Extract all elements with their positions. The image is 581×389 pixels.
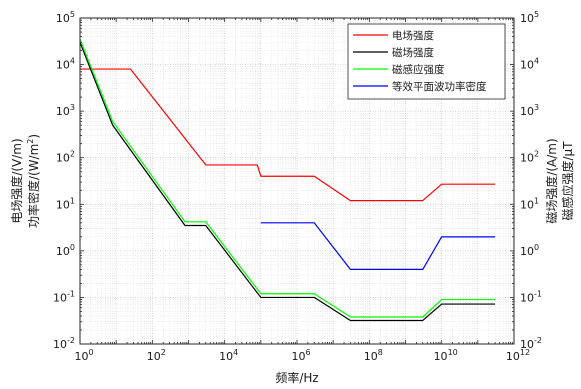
y-left-tick-label-7: 105 — [56, 10, 75, 25]
y-left-tick-label-0-exp: -2 — [67, 336, 75, 345]
y-left-axis-title-line1: 电场强度/(V/m) — [9, 138, 24, 223]
y-left-tick-label-5: 103 — [56, 103, 75, 118]
y-right-tick-label-3: 101 — [520, 196, 539, 211]
y-right-tick-label-5-base: 10 — [520, 105, 534, 118]
y-right-axis-title-line1: 磁场强度/(A/m) — [544, 138, 559, 223]
x-tick-label-4: 108 — [364, 348, 383, 363]
y-right-tick-label-5-exp: 3 — [534, 103, 539, 112]
x-tick-label-1-base: 10 — [147, 350, 161, 363]
series-line-3 — [260, 222, 496, 270]
x-tick-labels: 100 102 104 106 108 1010 1012 — [74, 348, 530, 363]
y-right-tick-label-4-exp: 2 — [534, 150, 539, 159]
y-left-tick-label-7-base: 10 — [56, 12, 70, 25]
y-left-axis-title-line2-sup: 2 — [26, 139, 35, 144]
y-left-tick-label-4-base: 10 — [56, 152, 70, 165]
y-right-tick-label-0: 10-2 — [520, 336, 542, 351]
series-line-1 — [79, 42, 496, 322]
legend-label-2: 磁感应强度 — [392, 63, 445, 76]
y-right-tick-label-3-exp: 1 — [534, 196, 539, 205]
series-line-0 — [80, 68, 496, 202]
x-tick-label-1: 102 — [147, 348, 166, 363]
y-right-tick-label-0-base: 10 — [520, 338, 534, 351]
x-tick-label-2: 104 — [219, 348, 238, 363]
y-left-tick-label-2-exp: 0 — [70, 243, 75, 252]
y-left-tick-label-4: 102 — [56, 150, 75, 165]
x-tick-label-5-base: 10 — [434, 350, 448, 363]
y-right-tick-label-1-base: 10 — [520, 291, 534, 304]
y-left-tick-label-3-base: 10 — [56, 198, 70, 211]
legend-label-1: 磁场强度 — [392, 46, 434, 59]
x-tick-label-1-exp: 2 — [161, 348, 166, 357]
x-tick-label-3-exp: 6 — [305, 348, 310, 357]
y-right-tick-label-4: 102 — [520, 150, 539, 165]
y-right-tick-label-7: 105 — [520, 10, 539, 25]
y-right-tick-label-1: 10-1 — [520, 289, 542, 304]
ticks — [79, 18, 514, 345]
y-right-tick-label-2-exp: 0 — [534, 243, 539, 252]
y-left-tick-label-0: 10-2 — [53, 336, 75, 351]
y-left-tick-label-3: 101 — [56, 196, 75, 211]
y-left-tick-label-4-exp: 2 — [70, 150, 75, 159]
y-left-axis-title-line2: 功率密度/(W/m2) — [26, 134, 41, 228]
x-tick-label-4-base: 10 — [364, 350, 378, 363]
y-right-tick-label-1-exp: -1 — [534, 289, 542, 298]
y-right-tick-label-7-exp: 5 — [534, 10, 539, 19]
y-right-tick-label-2-base: 10 — [520, 245, 534, 258]
y-left-axis-title-line2-base: 功率密度/(W/m — [26, 144, 41, 228]
y-left-tick-label-2-base: 10 — [56, 245, 70, 258]
y-left-tick-label-6: 104 — [56, 57, 75, 72]
y-right-tick-label-6: 104 — [520, 57, 539, 72]
series-line-2 — [79, 39, 496, 318]
y-left-axis-title-line2-close: ) — [27, 134, 41, 139]
y-left-tick-label-2: 100 — [56, 243, 75, 258]
y-right-tick-label-6-base: 10 — [520, 59, 534, 72]
y-left-tick-label-7-exp: 5 — [70, 10, 75, 19]
y-right-tick-label-6-exp: 4 — [534, 57, 539, 66]
y-right-tick-label-2: 100 — [520, 243, 539, 258]
y-left-tick-label-6-exp: 4 — [70, 57, 75, 66]
x-tick-label-2-exp: 4 — [233, 348, 238, 357]
legend-label-0: 电场强度 — [392, 29, 434, 42]
x-axis-title: 频率/Hz — [275, 370, 318, 385]
x-tick-label-6: 1012 — [506, 348, 530, 363]
y-left-tick-label-0-base: 10 — [53, 338, 67, 351]
x-tick-label-0-base: 10 — [74, 350, 88, 363]
x-tick-label-0-exp: 0 — [88, 348, 93, 357]
y-right-axis-title-line2: 磁感应强度/μT — [560, 141, 575, 221]
y-right-tick-label-7-base: 10 — [520, 12, 534, 25]
y-left-tick-label-1: 10-1 — [53, 289, 75, 304]
y-left-tick-label-6-base: 10 — [56, 59, 70, 72]
y-right-tick-label-4-base: 10 — [520, 152, 534, 165]
y-left-tick-label-1-base: 10 — [53, 291, 67, 304]
grid — [79, 17, 515, 345]
y-right-tick-label-5: 103 — [520, 103, 539, 118]
x-tick-label-3: 106 — [291, 348, 310, 363]
legend-label-3: 等效平面波功率密度 — [392, 80, 487, 93]
x-tick-label-3-base: 10 — [291, 350, 305, 363]
x-tick-label-5: 1010 — [434, 348, 458, 363]
y-left-tick-label-5-exp: 3 — [70, 103, 75, 112]
x-tick-label-5-exp: 10 — [448, 348, 458, 357]
y-right-tick-label-0-exp: -2 — [534, 336, 542, 345]
y-left-tick-label-3-exp: 1 — [70, 196, 75, 205]
y-left-tick-label-1-exp: -1 — [67, 289, 75, 298]
x-tick-label-6-exp: 12 — [520, 348, 530, 357]
x-tick-label-2-base: 10 — [219, 350, 233, 363]
x-tick-label-4-exp: 8 — [378, 348, 383, 357]
y-left-tick-label-5-base: 10 — [56, 105, 70, 118]
x-tick-label-0: 100 — [74, 348, 93, 363]
series-layer — [79, 39, 496, 322]
x-tick-label-6-base: 10 — [506, 350, 520, 363]
y-right-tick-label-3-base: 10 — [520, 198, 534, 211]
